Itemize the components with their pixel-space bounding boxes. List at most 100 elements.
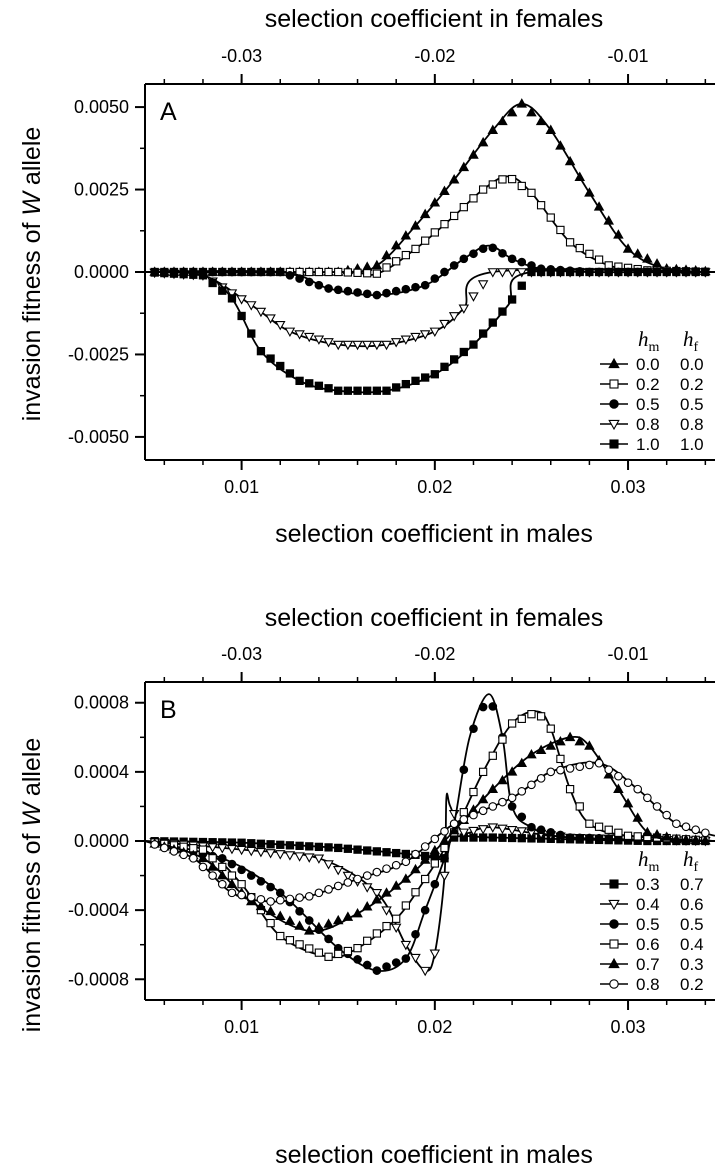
data-point (564, 731, 576, 742)
data-point (555, 735, 566, 746)
y-tick-label: -0.0008 (68, 969, 129, 989)
y-axis-label-suffix: allele (18, 738, 46, 803)
data-point (226, 844, 238, 855)
data-point (353, 288, 362, 297)
data-point (227, 871, 237, 880)
data-point (353, 955, 362, 964)
data-point (391, 860, 401, 870)
data-point (430, 879, 440, 889)
data-point (488, 802, 498, 811)
data-point (411, 244, 420, 254)
data-point (575, 243, 584, 253)
data-point (507, 254, 517, 264)
data-point (430, 274, 440, 283)
data-point (700, 834, 711, 845)
data-point (701, 828, 710, 838)
legend-hm-value: 0.8 (636, 975, 660, 994)
top-x-tick-label: -0.01 (608, 644, 649, 664)
data-point (622, 243, 634, 253)
y-axis-label-italic: W (18, 801, 46, 827)
legend-marker (609, 979, 619, 989)
data-point (150, 840, 159, 849)
legend-hf-value: 0.5 (680, 395, 704, 414)
data-point (218, 862, 227, 872)
y-tick-label: -0.0050 (68, 427, 129, 447)
data-point (381, 249, 392, 260)
data-point (448, 312, 460, 322)
data-point (208, 854, 217, 863)
legend-marker (609, 379, 619, 389)
data-point (208, 871, 217, 880)
data-point (556, 765, 565, 775)
data-point (430, 228, 439, 237)
data-point (324, 952, 333, 961)
data-point (556, 267, 565, 277)
data-point (488, 243, 498, 253)
data-point (488, 751, 497, 760)
data-point (478, 244, 488, 253)
data-point (498, 833, 507, 842)
data-point (411, 888, 420, 897)
data-point (246, 267, 256, 277)
data-point (516, 268, 528, 278)
bottom-x-axis-label: selection coefficient in males (275, 520, 593, 548)
data-point (324, 885, 333, 894)
data-point (284, 327, 296, 337)
data-point (478, 806, 488, 816)
data-point (429, 844, 441, 855)
data-point (410, 953, 421, 964)
data-point (594, 267, 604, 277)
data-point (390, 880, 402, 890)
series-layer-b (145, 693, 715, 977)
legend-entry: 0.8 0.8 (600, 415, 704, 434)
data-point (622, 797, 634, 808)
data-point (274, 850, 286, 860)
x-tick-label: 0.03 (611, 1017, 646, 1037)
legend-marker (609, 879, 619, 889)
data-point (237, 865, 246, 875)
data-point (662, 810, 672, 820)
axes-a: 0.01 0.02 0.03 -0.03 -0.02 -0.01 0.0050 0.0025 0… (68, 46, 715, 497)
data-point (382, 848, 391, 857)
data-point (469, 340, 478, 349)
data-point (334, 949, 343, 959)
data-point (246, 892, 256, 902)
data-point (440, 267, 449, 277)
panel-letter-b: B (160, 696, 177, 724)
data-point (478, 185, 488, 194)
data-point (218, 286, 227, 295)
data-point (169, 847, 179, 856)
data-point (527, 822, 536, 832)
data-point (633, 267, 642, 277)
series-0.6-0.4 (145, 710, 715, 961)
data-point (517, 812, 527, 822)
data-point (613, 229, 624, 239)
y-axis-label-italic: W (18, 190, 46, 216)
x-tick-label: 0.03 (611, 477, 646, 497)
data-point (672, 819, 681, 829)
data-point (594, 833, 604, 843)
data-point (372, 966, 382, 975)
data-point (430, 859, 439, 868)
data-point (527, 267, 536, 277)
data-point (343, 878, 353, 887)
data-point (459, 202, 468, 212)
data-point (227, 294, 237, 303)
data-point (304, 277, 314, 287)
data-point (535, 115, 547, 126)
data-point (256, 894, 266, 904)
data-point (371, 889, 383, 899)
data-point (429, 949, 441, 959)
data-point (603, 769, 614, 779)
data-point (342, 340, 354, 351)
data-point (488, 702, 498, 711)
data-point (401, 857, 411, 867)
legend-hf-value: 0.3 (680, 955, 704, 974)
top-x-tick-label: -0.02 (414, 644, 455, 664)
top-x-tick-label: -0.03 (221, 46, 262, 66)
data-point (285, 894, 295, 904)
data-point (371, 894, 383, 904)
data-point (324, 843, 333, 852)
data-point (410, 332, 421, 343)
